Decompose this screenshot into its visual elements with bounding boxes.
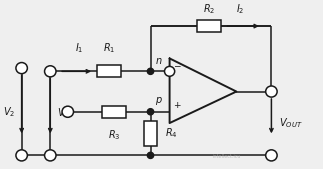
- Text: $p$: $p$: [155, 95, 163, 107]
- Text: $+$: $+$: [173, 100, 182, 110]
- Text: $R_2$: $R_2$: [203, 3, 215, 16]
- Circle shape: [164, 66, 175, 76]
- Circle shape: [62, 106, 74, 117]
- Text: $R_3$: $R_3$: [108, 128, 120, 142]
- Circle shape: [45, 150, 56, 161]
- Text: $n$: $n$: [155, 56, 163, 66]
- Text: intellect.icu: intellect.icu: [213, 154, 241, 159]
- Text: $I_2$: $I_2$: [236, 3, 245, 16]
- Circle shape: [147, 68, 154, 74]
- Circle shape: [16, 150, 27, 161]
- Circle shape: [266, 150, 277, 161]
- Text: $V_2$: $V_2$: [3, 105, 15, 119]
- Text: $V_1$: $V_1$: [57, 106, 69, 120]
- Bar: [102, 106, 126, 118]
- Circle shape: [147, 109, 154, 115]
- Bar: [144, 122, 157, 146]
- Text: $I_1$: $I_1$: [76, 41, 84, 55]
- Circle shape: [16, 63, 27, 74]
- Text: $-$: $-$: [173, 60, 182, 69]
- Circle shape: [266, 86, 277, 97]
- Bar: [97, 65, 121, 77]
- Text: $R_1$: $R_1$: [103, 41, 115, 55]
- Circle shape: [147, 152, 154, 159]
- Circle shape: [268, 88, 275, 95]
- Circle shape: [45, 66, 56, 77]
- Text: $R_4$: $R_4$: [164, 127, 177, 140]
- Bar: [197, 20, 221, 32]
- Text: $V_{OUT}$: $V_{OUT}$: [279, 117, 303, 130]
